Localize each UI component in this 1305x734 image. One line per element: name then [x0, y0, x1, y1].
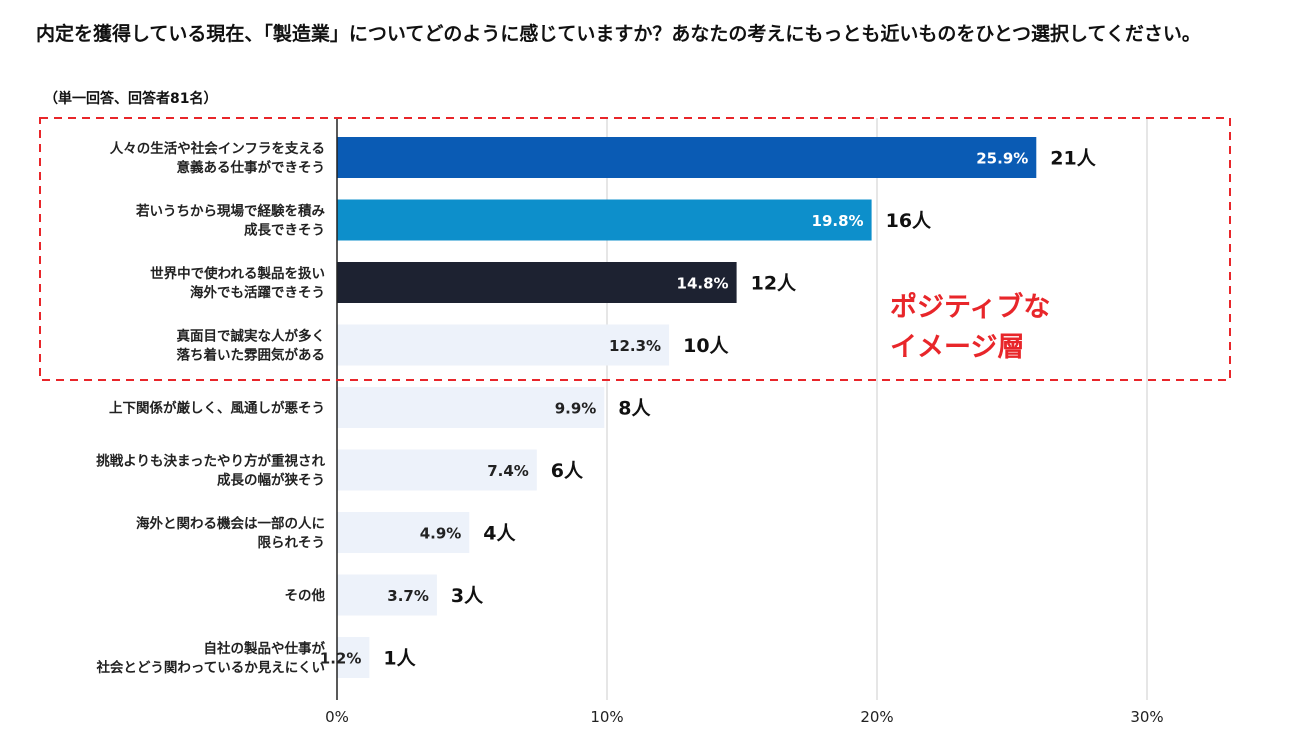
bar: [337, 324, 670, 366]
count-label: 4人: [483, 523, 516, 545]
positive-image-annotation: ポジティブな イメージ層: [890, 292, 1051, 363]
x-tick-label: 0%: [325, 708, 349, 726]
category-label: 社会とどう関わっているか見えにくい: [95, 659, 325, 676]
value-label: 1.2%: [320, 650, 362, 668]
category-label: 成長の幅が狭そう: [217, 472, 325, 489]
value-label: 14.8%: [677, 275, 729, 293]
count-label: 16人: [886, 210, 932, 232]
category-label: 若いうちから現場で経験を積み: [135, 203, 325, 220]
value-label: 12.3%: [609, 337, 661, 355]
category-label: 海外でも活躍できそう: [190, 284, 325, 301]
chart-subtitle: （単一回答、回答者81名）: [44, 91, 218, 107]
count-label: 21人: [1050, 148, 1096, 170]
value-label: 4.9%: [420, 525, 462, 543]
count-label: 3人: [451, 585, 484, 607]
category-label: 意義ある仕事ができそう: [177, 159, 326, 176]
bar: [337, 574, 437, 616]
x-tick-label: 30%: [1130, 708, 1163, 726]
category-label: 真面目で誠実な人が多く: [177, 328, 326, 345]
count-label: 10人: [683, 335, 729, 357]
count-label: 1人: [383, 648, 416, 670]
value-label: 9.9%: [555, 400, 597, 418]
category-label: 海外と関わる機会は一部の人に: [136, 515, 325, 532]
bar: [337, 137, 1037, 178]
bar: [337, 387, 605, 428]
value-label: 3.7%: [387, 587, 429, 605]
count-label: 6人: [551, 460, 584, 482]
bar: [337, 449, 537, 491]
count-label: 12人: [751, 273, 797, 295]
bar: [337, 512, 470, 553]
value-label: 19.8%: [812, 212, 864, 230]
bar: [337, 637, 370, 678]
x-tick-label: 10%: [590, 708, 623, 726]
x-tick-label: 20%: [860, 708, 893, 726]
value-label: 7.4%: [487, 462, 529, 480]
category-label: 挑戦よりも決まったやり方が重視され: [96, 453, 325, 470]
count-label: 8人: [618, 398, 651, 420]
category-label: 限られそう: [258, 535, 326, 551]
chart-title: 内定を獲得している現在、「製造業」についてどのように感じていますか？あなたの考え…: [36, 23, 1201, 45]
category-label: 上下関係が厳しく、風通しが悪そう: [109, 400, 325, 417]
category-label: 落ち着いた雰囲気がある: [177, 347, 326, 364]
highlight-box: [39, 117, 1231, 381]
category-label: 人々の生活や社会インフラを支える: [110, 140, 325, 157]
bar: [337, 199, 872, 241]
category-label: 世界中で使われる製品を扱い: [150, 265, 325, 282]
category-label: 自社の製品や仕事が: [204, 640, 326, 657]
value-label: 25.9%: [976, 150, 1028, 168]
category-label: その他: [285, 587, 326, 604]
bar: [337, 262, 737, 303]
category-label: 成長できそう: [244, 222, 325, 239]
